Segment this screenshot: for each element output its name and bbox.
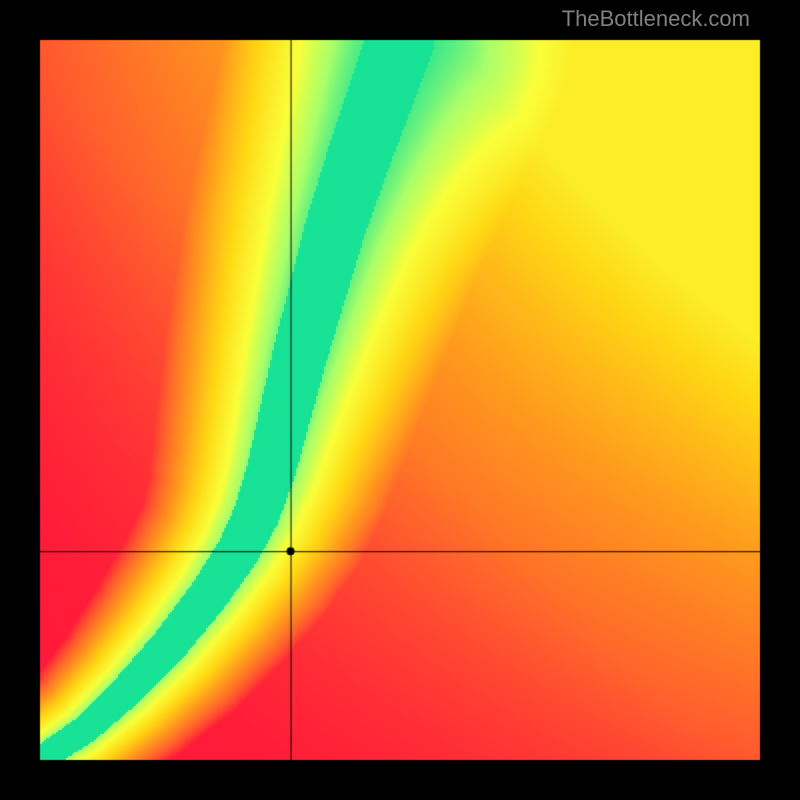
- heatmap-canvas: [0, 0, 800, 800]
- watermark-label: TheBottleneck.com: [562, 6, 750, 32]
- chart-container: TheBottleneck.com: [0, 0, 800, 800]
